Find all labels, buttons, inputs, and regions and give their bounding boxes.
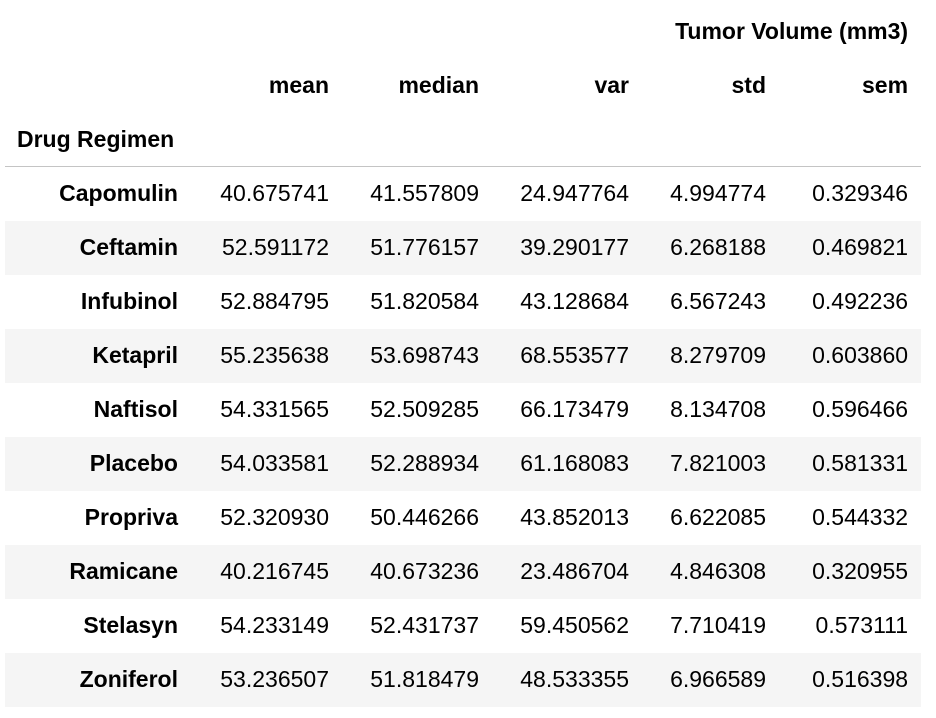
- header-blank-cell: [191, 112, 342, 167]
- header-blank-cell: [642, 112, 779, 167]
- table-row: Ramicane 40.216745 40.673236 23.486704 4…: [5, 544, 922, 599]
- cell-sem: 0.469821: [812, 234, 909, 260]
- cell-std: 7.710419: [670, 612, 766, 638]
- summary-statistics-table: Tumor Volume (mm3) mean median var std s…: [5, 4, 922, 707]
- cell-median: 53.698743: [370, 342, 479, 368]
- row-label: Ramicane: [69, 558, 178, 584]
- cell-std: 4.994774: [670, 180, 766, 207]
- cell-mean: 55.235638: [220, 342, 329, 368]
- column-header-mean: mean: [268, 71, 329, 98]
- cell-mean: 52.320930: [220, 504, 329, 530]
- cell-median: 50.446266: [370, 504, 479, 530]
- cell-var: 43.852013: [520, 504, 629, 530]
- cell-std: 8.134708: [670, 396, 766, 422]
- row-label: Ketapril: [92, 342, 178, 368]
- cell-sem: 0.492236: [812, 288, 909, 314]
- header-blank-cell: [5, 4, 191, 58]
- cell-median: 51.776157: [370, 234, 479, 260]
- header-blank-cell: [342, 112, 492, 167]
- cell-median: 41.557809: [370, 180, 479, 207]
- cell-std: 6.622085: [670, 504, 766, 530]
- group-header-tumor-volume: Tumor Volume (mm3): [675, 17, 909, 44]
- column-header-row: mean median var std sem: [5, 58, 921, 112]
- table-row: Zoniferol 53.236507 51.818479 48.533355 …: [5, 652, 922, 707]
- header-blank-cell: [492, 112, 642, 167]
- cell-var: 43.128684: [520, 288, 629, 314]
- cell-var: 39.290177: [520, 234, 629, 260]
- cell-std: 6.966589: [670, 666, 766, 692]
- table-row: Ketapril 55.235638 53.698743 68.553577 8…: [5, 328, 922, 383]
- cell-mean: 52.591172: [221, 234, 329, 260]
- table-row: Stelasyn 54.233149 52.431737 59.450562 7…: [5, 598, 922, 653]
- cell-sem: 0.573111: [815, 612, 909, 638]
- cell-var: 66.173479: [520, 396, 629, 422]
- row-label: Stelasyn: [83, 612, 178, 638]
- cell-median: 51.820584: [370, 288, 479, 314]
- cell-mean: 54.331565: [220, 396, 329, 422]
- cell-var: 59.450562: [520, 612, 629, 638]
- cell-sem: 0.544332: [812, 504, 909, 530]
- cell-mean: 53.236507: [220, 666, 329, 692]
- table-row: Ceftamin 52.591172 51.776157 39.290177 6…: [5, 220, 922, 275]
- row-label: Placebo: [89, 450, 178, 476]
- row-label: Capomulin: [59, 180, 178, 207]
- cell-std: 4.846308: [670, 558, 766, 584]
- index-name-drug-regimen: Drug Regimen: [17, 125, 175, 152]
- cell-std: 7.821003: [670, 450, 766, 476]
- cell-sem: 0.320955: [812, 558, 909, 584]
- table-row: Placebo 54.033581 52.288934 61.168083 7.…: [5, 436, 922, 491]
- column-header-sem: sem: [862, 71, 909, 98]
- header-blank-cell: [779, 112, 921, 167]
- column-header-median: median: [398, 71, 479, 98]
- row-label: Propriva: [84, 504, 178, 530]
- header-blank-cell: [5, 58, 191, 112]
- cell-var: 68.553577: [520, 342, 629, 368]
- cell-median: 52.431737: [370, 612, 479, 638]
- cell-mean: 54.233149: [220, 612, 329, 638]
- summary-statistics-table-container: Tumor Volume (mm3) mean median var std s…: [5, 4, 922, 707]
- row-label: Zoniferol: [79, 666, 178, 692]
- cell-mean: 54.033581: [220, 450, 329, 476]
- cell-mean: 40.675741: [220, 180, 329, 207]
- cell-median: 51.818479: [370, 666, 479, 692]
- table-body: Capomulin 40.675741 41.557809 24.947764 …: [5, 166, 922, 707]
- table-row: Naftisol 54.331565 52.509285 66.173479 8…: [5, 382, 922, 437]
- table-row: Capomulin 40.675741 41.557809 24.947764 …: [5, 166, 922, 221]
- cell-std: 8.279709: [670, 342, 766, 368]
- cell-var: 48.533355: [520, 666, 629, 692]
- cell-var: 24.947764: [520, 180, 629, 207]
- cell-var: 23.486704: [520, 558, 629, 584]
- cell-sem: 0.603860: [812, 342, 909, 368]
- cell-sem: 0.516398: [812, 666, 909, 692]
- column-header-var: var: [594, 71, 629, 98]
- cell-mean: 52.884795: [220, 288, 329, 314]
- group-header-row: Tumor Volume (mm3): [5, 4, 921, 58]
- cell-sem: 0.596466: [812, 396, 909, 422]
- cell-sem: 0.581331: [812, 450, 909, 476]
- table-row: Infubinol 52.884795 51.820584 43.128684 …: [5, 274, 922, 329]
- cell-std: 6.268188: [670, 234, 766, 260]
- cell-std: 6.567243: [670, 288, 766, 314]
- cell-mean: 40.216745: [220, 558, 329, 584]
- index-header-row: Drug Regimen: [5, 112, 922, 167]
- column-header-std: std: [731, 71, 767, 98]
- cell-median: 40.673236: [370, 558, 479, 584]
- table-row: Propriva 52.320930 50.446266 43.852013 6…: [5, 490, 922, 545]
- cell-sem: 0.329346: [812, 180, 909, 207]
- row-label: Ceftamin: [79, 234, 178, 260]
- cell-median: 52.509285: [370, 396, 479, 422]
- cell-median: 52.288934: [370, 450, 479, 476]
- row-label: Infubinol: [80, 288, 178, 314]
- row-label: Naftisol: [93, 396, 178, 422]
- cell-var: 61.168083: [520, 450, 629, 476]
